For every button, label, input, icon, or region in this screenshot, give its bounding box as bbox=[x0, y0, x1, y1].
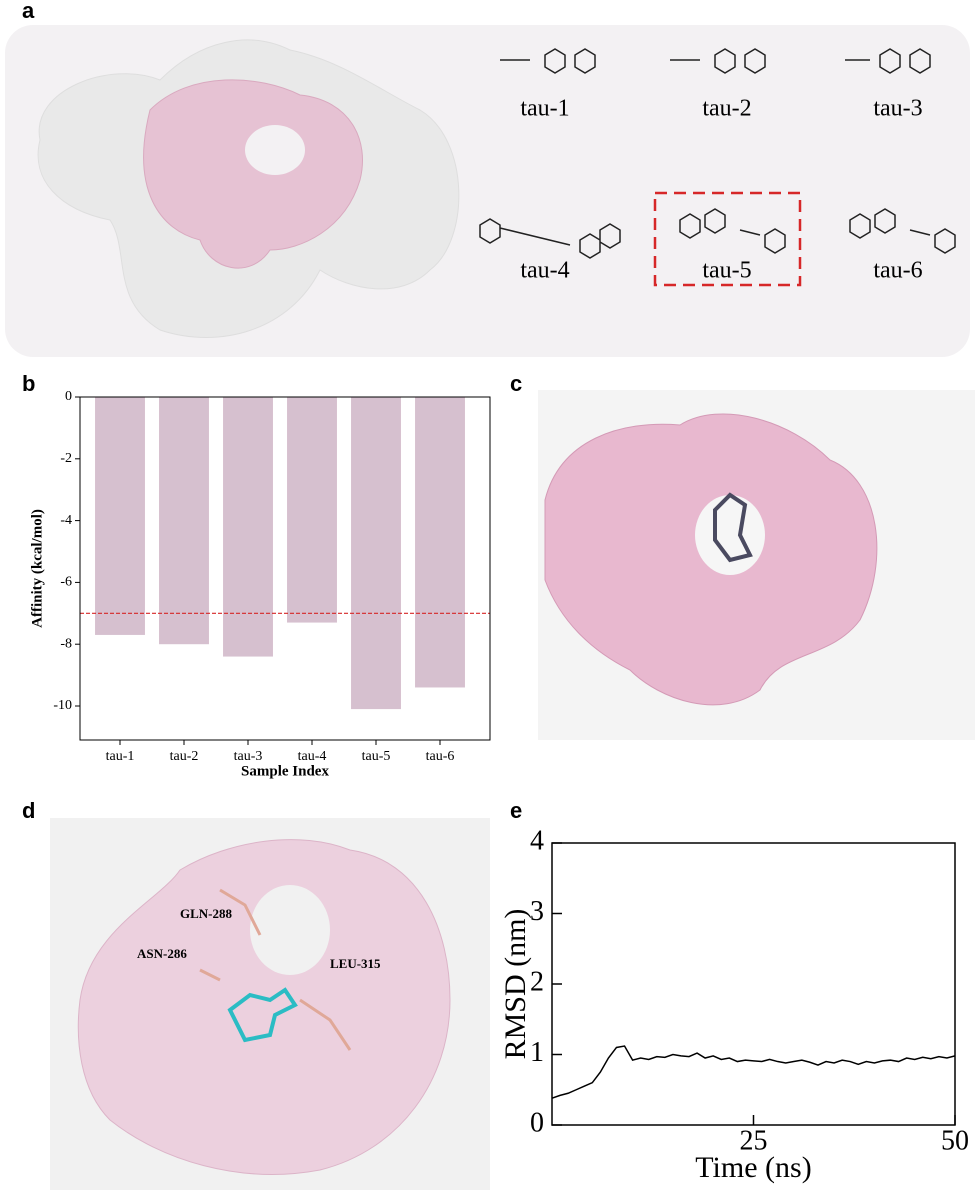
panel-letter: b bbox=[22, 371, 35, 396]
y-tick-label: -4 bbox=[60, 513, 72, 528]
residue-label: LEU-315 bbox=[330, 956, 381, 971]
highlight-box bbox=[653, 191, 802, 287]
y-tick-label: -2 bbox=[60, 451, 72, 466]
panel-letter: e bbox=[510, 798, 522, 823]
bar bbox=[351, 397, 401, 710]
x-tick-label: tau-3 bbox=[234, 749, 263, 764]
compound-label: tau-1 bbox=[520, 96, 569, 122]
bar bbox=[415, 397, 465, 688]
x-axis-label: Sample Index bbox=[241, 763, 329, 779]
rmsd-line bbox=[551, 1045, 956, 1099]
x-tick-label: tau-6 bbox=[426, 749, 455, 764]
x-tick-label: tau-4 bbox=[298, 749, 327, 764]
protein-surface-d bbox=[50, 818, 490, 1190]
plot-frame bbox=[551, 842, 956, 1126]
x-tick-label: 25 bbox=[740, 1125, 768, 1156]
y-axis-label: Affinity (kcal/mol) bbox=[29, 509, 45, 628]
residue-label: GLN-288 bbox=[180, 906, 233, 921]
protein-surface-c bbox=[538, 390, 975, 740]
x-tick-label: tau-1 bbox=[106, 749, 135, 764]
x-axis-label: Time (ns) bbox=[695, 1151, 811, 1184]
y-tick-label: -8 bbox=[60, 636, 72, 651]
y-tick-label: 4 bbox=[530, 825, 544, 856]
y-tick-label: 1 bbox=[530, 1037, 544, 1068]
y-tick-label: 3 bbox=[530, 896, 544, 927]
panel-letter: c bbox=[510, 371, 522, 396]
y-tick-label: 0 bbox=[530, 1107, 544, 1138]
compound-label: tau-5 bbox=[702, 258, 751, 284]
y-tick-label: 0 bbox=[65, 389, 72, 404]
bar bbox=[287, 397, 337, 623]
compound-label: tau-3 bbox=[873, 96, 922, 122]
x-tick-label: tau-2 bbox=[170, 749, 199, 764]
compound-label: tau-6 bbox=[873, 258, 922, 284]
x-tick-label: tau-5 bbox=[362, 749, 391, 764]
compound-structures bbox=[479, 48, 956, 259]
bar bbox=[159, 397, 209, 645]
bar bbox=[95, 397, 145, 635]
y-tick-label: -6 bbox=[60, 575, 72, 590]
residue-label: ASN-286 bbox=[137, 946, 187, 961]
y-tick-label: -10 bbox=[53, 698, 72, 713]
y-tick-label: 2 bbox=[530, 966, 544, 997]
bar bbox=[223, 397, 273, 657]
compound-label: tau-2 bbox=[702, 96, 751, 122]
plot-frame bbox=[79, 396, 491, 741]
y-axis-label: RMSD (nm) bbox=[499, 909, 532, 1060]
x-tick-label: 50 bbox=[941, 1125, 969, 1156]
compound-label: tau-4 bbox=[520, 258, 569, 284]
protein-surface-a bbox=[37, 39, 460, 338]
panel-letter: a bbox=[22, 0, 35, 23]
panel-letter: d bbox=[22, 798, 35, 823]
